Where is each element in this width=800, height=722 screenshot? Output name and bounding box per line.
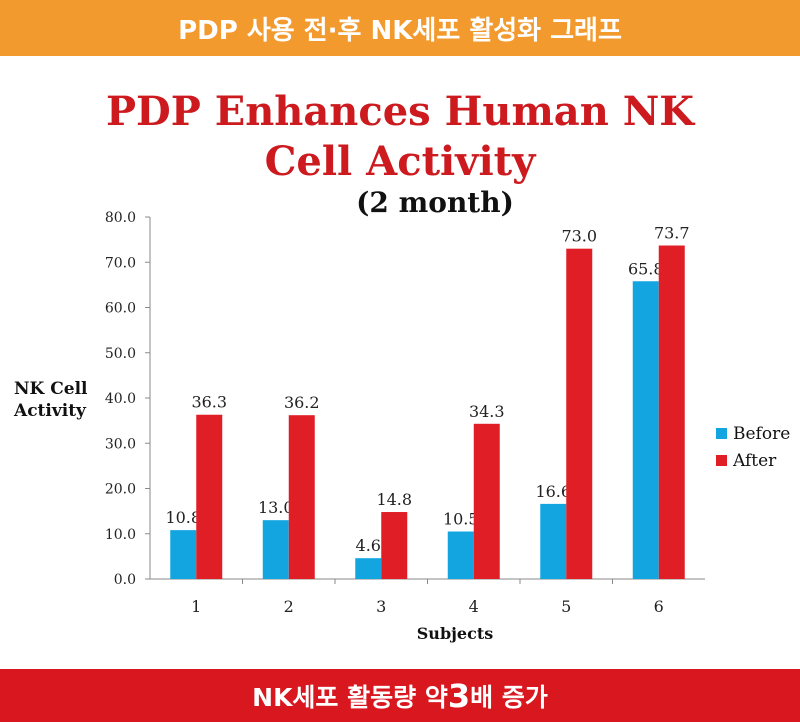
y-tick-label: 70.0 — [105, 255, 136, 271]
data-label-before-1: 10.8 — [165, 508, 201, 527]
chart-subtitle: (2 month) — [356, 186, 514, 219]
x-tick-label: 3 — [376, 597, 386, 616]
data-label-before-5: 16.6 — [535, 482, 571, 501]
bottom-banner-prefix: NK세포 활동량 약 — [252, 682, 448, 712]
bottom-banner-suffix: 배 증가 — [470, 682, 548, 712]
bottom-banner: NK세포 활동량 약 3 배 증가 — [0, 669, 800, 722]
x-tick-label: 4 — [469, 597, 479, 616]
bar-after-4 — [473, 423, 500, 579]
x-tick-label: 2 — [284, 597, 294, 616]
bar-before-3 — [355, 558, 382, 579]
data-label-after-2: 36.2 — [284, 393, 320, 412]
data-label-after-5: 73.0 — [561, 227, 597, 246]
y-tick-label: 40.0 — [105, 391, 136, 407]
y-tick-label: 0.0 — [114, 572, 136, 588]
legend-swatch-after — [716, 455, 727, 466]
data-label-after-4: 34.3 — [469, 402, 505, 421]
y-tick-label: 60.0 — [105, 301, 136, 317]
bar-before-2 — [262, 520, 289, 579]
chart-title-line2: Cell Activity — [264, 138, 536, 185]
y-tick-label: 20.0 — [105, 482, 136, 498]
chart-title-line1: PDP Enhances Human NK — [105, 88, 695, 135]
data-label-before-2: 13.0 — [258, 498, 294, 517]
bar-after-5 — [566, 248, 593, 580]
legend: Before After — [716, 420, 790, 474]
x-axis-label: Subjects — [416, 624, 494, 643]
data-label-before-3: 4.6 — [356, 536, 381, 555]
bar-before-6 — [632, 281, 659, 579]
data-label-after-6: 73.7 — [654, 224, 690, 243]
bar-before-1 — [170, 530, 197, 579]
y-tick-label: 10.0 — [105, 527, 136, 543]
data-label-before-4: 10.5 — [443, 509, 479, 528]
legend-item-after: After — [716, 447, 790, 474]
legend-label-after: After — [733, 450, 777, 471]
y-tick-label: 50.0 — [105, 346, 136, 362]
y-tick-label: 80.0 — [105, 210, 136, 226]
bar-after-2 — [288, 415, 315, 579]
legend-swatch-before — [716, 428, 727, 439]
bottom-banner-highlight: 3 — [447, 676, 471, 715]
bar-after-1 — [196, 414, 223, 579]
bar-before-5 — [540, 503, 567, 579]
x-tick-label: 1 — [191, 597, 201, 616]
y-tick-label: 30.0 — [105, 436, 136, 452]
bar-after-3 — [381, 512, 408, 579]
top-banner: PDP 사용 전·후 NK세포 활성화 그래프 — [0, 0, 800, 56]
legend-item-before: Before — [716, 420, 790, 447]
data-label-after-3: 14.8 — [376, 490, 412, 509]
data-label-after-1: 36.3 — [191, 393, 227, 412]
x-tick-label: 6 — [654, 597, 664, 616]
x-tick-label: 5 — [561, 597, 571, 616]
y-axis-label: NK Cell Activity — [14, 379, 88, 421]
data-label-before-6: 65.8 — [628, 259, 664, 278]
bar-before-4 — [447, 531, 474, 579]
legend-label-before: Before — [733, 423, 791, 444]
top-banner-text: PDP 사용 전·후 NK세포 활성화 그래프 — [178, 15, 622, 46]
bar-after-6 — [658, 245, 685, 579]
